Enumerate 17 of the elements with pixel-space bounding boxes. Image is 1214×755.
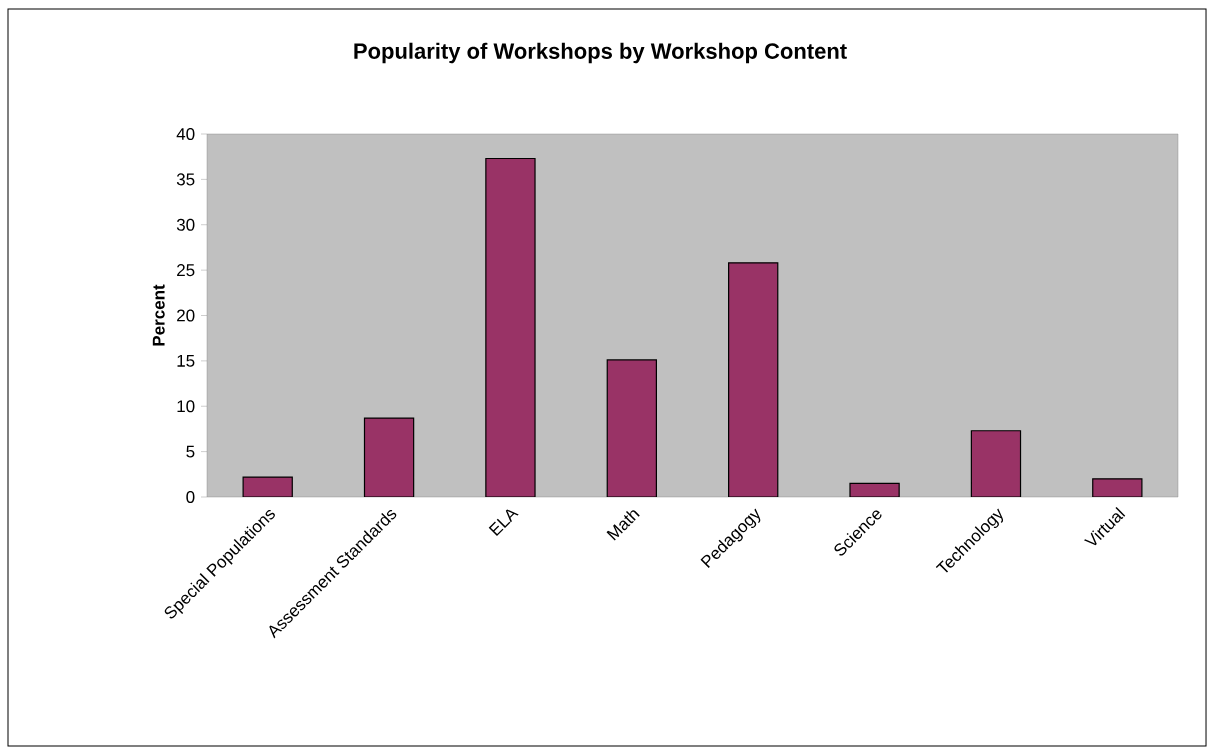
bar — [606, 359, 657, 497]
y-tick-label: 5 — [186, 445, 195, 458]
y-tick-label: 20 — [177, 309, 195, 322]
chart-title: Popularity of Workshops by Workshop Content — [354, 42, 847, 64]
bar — [728, 262, 779, 497]
y-tick-label: 0 — [186, 490, 195, 504]
bar — [970, 430, 1022, 497]
y-axis-title: Percent — [152, 284, 165, 346]
bar — [485, 157, 536, 497]
y-tick-label: 30 — [176, 218, 195, 231]
y-tick-label: 35 — [176, 173, 195, 186]
x-tick-label: ELA — [488, 509, 519, 537]
y-tick-label: 40 — [176, 127, 195, 141]
y-tick-label: 25 — [177, 264, 195, 277]
y-tick-label: 10 — [177, 400, 195, 413]
bar — [363, 417, 415, 497]
y-tick-label: 15 — [177, 354, 195, 367]
